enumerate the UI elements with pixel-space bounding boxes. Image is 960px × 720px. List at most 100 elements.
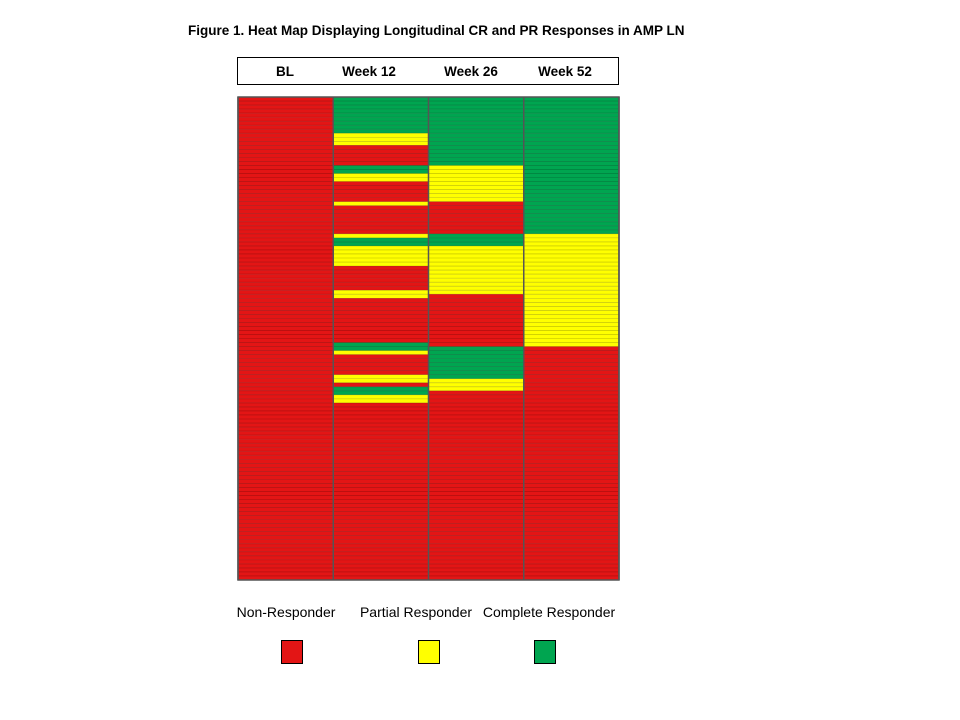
heatmap-cell-week-12-row-51 xyxy=(333,298,429,303)
heatmap-cell-bl-row-110 xyxy=(238,535,334,540)
heatmap-cell-week-52-row-5 xyxy=(523,113,619,118)
heatmap-cell-week-12-row-29 xyxy=(333,209,429,214)
heatmap-cell-week-12-row-49 xyxy=(333,290,429,295)
heatmap-cell-week-12-row-54 xyxy=(333,310,429,315)
heatmap-cell-bl-row-41 xyxy=(238,258,334,263)
heatmap-cell-bl-row-54 xyxy=(238,310,334,315)
heatmap-cell-week-26-row-104 xyxy=(428,511,524,516)
heatmap-cell-week-12-row-9 xyxy=(333,129,429,134)
heatmap-cell-week-26-row-78 xyxy=(428,406,524,411)
heatmap-cell-week-52-row-10 xyxy=(523,133,619,138)
heatmap-cell-week-26-row-49 xyxy=(428,290,524,295)
heatmap-cell-week-26-row-13 xyxy=(428,145,524,150)
heatmap-cell-week-12-row-82 xyxy=(333,423,429,428)
heatmap-cell-bl-row-67 xyxy=(238,362,334,367)
heatmap-cell-week-52-row-43 xyxy=(523,266,619,271)
heatmap-cell-bl-row-40 xyxy=(238,253,334,259)
heatmap-cell-bl-row-57 xyxy=(238,322,334,327)
heatmap-cell-week-12-row-99 xyxy=(333,491,429,496)
heatmap-cell-week-12-row-119 xyxy=(333,571,429,577)
heatmap-cell-week-12-row-21 xyxy=(333,177,429,182)
heatmap-cell-week-12-row-23 xyxy=(333,185,429,190)
heatmap-cell-week-52-row-74 xyxy=(523,390,619,395)
heatmap-cell-bl-row-88 xyxy=(238,447,334,452)
heatmap-cell-week-52-row-11 xyxy=(523,137,619,142)
heatmap-cell-week-26-row-47 xyxy=(428,282,524,287)
heatmap-cell-week-12-row-17 xyxy=(333,161,429,166)
heatmap-cell-week-26-row-27 xyxy=(428,201,524,206)
heatmap-cell-week-12-row-98 xyxy=(333,487,429,492)
heatmap-cell-week-26-row-82 xyxy=(428,423,524,428)
heatmap-cell-bl-row-13 xyxy=(238,145,334,150)
heatmap-cell-bl-row-101 xyxy=(238,499,334,504)
heatmap-cell-week-52-row-113 xyxy=(523,547,619,552)
heatmap-cell-week-12-row-34 xyxy=(333,229,429,234)
heatmap-cell-bl-row-12 xyxy=(238,141,334,146)
heatmap-cell-week-26-row-31 xyxy=(428,217,524,222)
heatmap-cell-week-52-row-117 xyxy=(523,563,619,568)
heatmap-cell-week-12-row-45 xyxy=(333,274,429,279)
heatmap-cell-week-26-row-53 xyxy=(428,306,524,311)
heatmap-cell-bl-row-55 xyxy=(238,314,334,319)
heatmap-cell-week-52-row-69 xyxy=(523,370,619,375)
heatmap-cell-bl-row-59 xyxy=(238,330,334,335)
heatmap-cell-week-26-row-80 xyxy=(428,414,524,420)
heatmap-cell-week-52-row-70 xyxy=(523,374,619,379)
heatmap-cell-week-26-row-112 xyxy=(428,543,524,548)
heatmap-cell-week-12-row-65 xyxy=(333,354,429,359)
heatmap-cell-week-26-row-116 xyxy=(428,559,524,564)
heatmap-cell-week-26-row-72 xyxy=(428,382,524,387)
heatmap-cell-week-52-row-101 xyxy=(523,499,619,504)
heatmap-cell-week-52-row-107 xyxy=(523,523,619,528)
heatmap-cell-bl-row-84 xyxy=(238,431,334,436)
heatmap-cell-week-12-row-61 xyxy=(333,338,429,343)
heatmap-cell-week-26-row-84 xyxy=(428,431,524,436)
heatmap-cell-week-52-row-27 xyxy=(523,201,619,206)
heatmap-cell-week-12-row-110 xyxy=(333,535,429,540)
heatmap-cell-week-26-row-96 xyxy=(428,479,524,484)
heatmap-cell-bl-row-49 xyxy=(238,290,334,295)
heatmap-cell-week-52-row-91 xyxy=(523,459,619,464)
heatmap-cell-bl-row-79 xyxy=(238,410,334,416)
heatmap-cell-week-26-row-86 xyxy=(428,439,524,444)
heatmap-cell-week-12-row-20 xyxy=(333,173,429,178)
heatmap-cell-bl-row-95 xyxy=(238,475,334,480)
heatmap-cell-week-52-row-99 xyxy=(523,491,619,496)
heatmap-cell-week-12-row-72 xyxy=(333,382,429,387)
heatmap-cell-week-52-row-76 xyxy=(523,398,619,403)
heatmap-cell-week-12-row-57 xyxy=(333,322,429,327)
heatmap-cell-week-26-row-3 xyxy=(428,105,524,110)
heatmap-cell-week-12-row-42 xyxy=(333,262,429,267)
heatmap-cell-bl-row-53 xyxy=(238,306,334,311)
heatmap-cell-week-26-row-59 xyxy=(428,330,524,335)
heatmap-cell-week-12-row-1 xyxy=(333,97,429,102)
heatmap-cell-bl-row-24 xyxy=(238,189,334,194)
heatmap-cell-week-52-row-44 xyxy=(523,270,619,275)
heatmap-cell-week-12-row-24 xyxy=(333,189,429,194)
heatmap-cell-week-52-row-90 xyxy=(523,455,619,460)
heatmap-cell-week-26-row-109 xyxy=(428,531,524,536)
heatmap-cell-week-26-row-14 xyxy=(428,149,524,154)
heatmap-cell-week-52-row-20 xyxy=(523,173,619,178)
heatmap-cell-week-12-row-74 xyxy=(333,390,429,395)
heatmap-cell-week-52-row-79 xyxy=(523,410,619,416)
heatmap-cell-week-26-row-62 xyxy=(428,342,524,347)
heatmap-cell-week-52-row-49 xyxy=(523,290,619,295)
heatmap-cell-week-12-row-64 xyxy=(333,350,429,355)
heatmap-cell-bl-row-78 xyxy=(238,406,334,411)
heatmap-cell-week-12-row-33 xyxy=(333,225,429,230)
heatmap-cell-week-26-row-89 xyxy=(428,451,524,456)
heatmap-cell-week-12-row-118 xyxy=(333,567,429,572)
heatmap-cell-week-12-row-80 xyxy=(333,414,429,420)
heatmap-cell-week-12-row-104 xyxy=(333,511,429,516)
heatmap-cell-bl-row-36 xyxy=(238,237,334,242)
heatmap-cell-week-52-row-95 xyxy=(523,475,619,480)
heatmap-cell-bl-row-116 xyxy=(238,559,334,564)
heatmap-cell-bl-row-22 xyxy=(238,181,334,186)
heatmap-cell-week-52-row-58 xyxy=(523,326,619,331)
heatmap-cell-week-12-row-13 xyxy=(333,145,429,150)
heatmap-cell-week-12-row-50 xyxy=(333,294,429,299)
heatmap-cell-week-26-row-99 xyxy=(428,491,524,496)
heatmap-cell-week-26-row-2 xyxy=(428,101,524,106)
